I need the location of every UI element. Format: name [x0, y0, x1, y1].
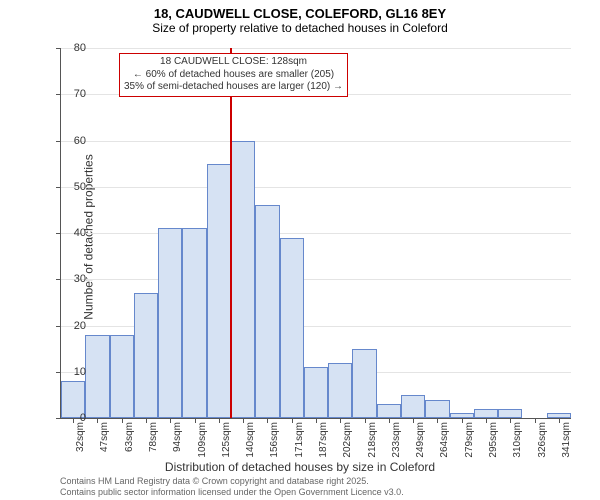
x-tick-label: 295sqm [488, 422, 499, 462]
histogram-bar [328, 363, 352, 419]
x-tick-mark [535, 418, 536, 423]
x-tick-mark [486, 418, 487, 423]
annotation-line: ← 60% of detached houses are smaller (20… [124, 69, 343, 82]
histogram-bar [134, 293, 158, 418]
y-tick-label: 10 [46, 366, 86, 378]
x-tick-mark [316, 418, 317, 423]
gridline [61, 279, 571, 280]
x-tick-mark [292, 418, 293, 423]
x-tick-mark [243, 418, 244, 423]
histogram-bar [377, 404, 401, 418]
y-tick-label: 40 [46, 227, 86, 239]
x-tick-mark [462, 418, 463, 423]
x-tick-label: 78sqm [148, 422, 159, 462]
chart-title: 18, CAUDWELL CLOSE, COLEFORD, GL16 8EY [0, 6, 600, 21]
gridline [61, 187, 571, 188]
x-tick-label: 109sqm [197, 422, 208, 462]
y-tick-label: 30 [46, 273, 86, 285]
annotation-line: 35% of semi-detached houses are larger (… [124, 81, 343, 94]
histogram-bar [280, 238, 304, 418]
gridline [61, 141, 571, 142]
gridline [61, 233, 571, 234]
footer-note: Contains HM Land Registry data © Crown c… [60, 476, 404, 498]
plot-area: 18 CAUDWELL CLOSE: 128sqm← 60% of detach… [60, 48, 571, 419]
histogram-bar [207, 164, 231, 418]
x-tick-label: 63sqm [124, 422, 135, 462]
x-tick-label: 310sqm [512, 422, 523, 462]
histogram-bar [425, 400, 449, 419]
histogram-bar [158, 228, 182, 418]
x-tick-label: 187sqm [318, 422, 329, 462]
reference-line [230, 48, 232, 418]
histogram-bar [85, 335, 109, 418]
histogram-bar [304, 367, 328, 418]
histogram-bar [474, 409, 498, 418]
histogram-bar [182, 228, 206, 418]
x-tick-label: 279sqm [464, 422, 475, 462]
x-tick-mark [365, 418, 366, 423]
x-tick-mark [146, 418, 147, 423]
x-tick-label: 249sqm [415, 422, 426, 462]
x-tick-mark [559, 418, 560, 423]
annotation-box: 18 CAUDWELL CLOSE: 128sqm← 60% of detach… [119, 53, 348, 97]
annotation-line: 18 CAUDWELL CLOSE: 128sqm [124, 56, 343, 69]
x-tick-label: 264sqm [439, 422, 450, 462]
x-tick-label: 140sqm [245, 422, 256, 462]
x-tick-label: 47sqm [99, 422, 110, 462]
x-tick-label: 171sqm [294, 422, 305, 462]
x-tick-label: 125sqm [221, 422, 232, 462]
gridline [61, 48, 571, 49]
y-tick-label: 70 [46, 88, 86, 100]
histogram-bar [255, 205, 279, 418]
x-tick-label: 156sqm [269, 422, 280, 462]
y-tick-label: 60 [46, 135, 86, 147]
x-tick-label: 233sqm [391, 422, 402, 462]
footer-line1: Contains HM Land Registry data © Crown c… [60, 476, 404, 487]
x-tick-label: 341sqm [561, 422, 572, 462]
x-tick-label: 32sqm [75, 422, 86, 462]
y-tick-label: 20 [46, 320, 86, 332]
x-tick-mark [219, 418, 220, 423]
title-block: 18, CAUDWELL CLOSE, COLEFORD, GL16 8EY S… [0, 0, 600, 35]
x-tick-label: 202sqm [342, 422, 353, 462]
y-tick-label: 80 [46, 42, 86, 54]
x-tick-mark [413, 418, 414, 423]
x-tick-mark [389, 418, 390, 423]
footer-line2: Contains public sector information licen… [60, 487, 404, 498]
histogram-bar [231, 141, 255, 419]
histogram-bar [498, 409, 522, 418]
x-tick-label: 326sqm [537, 422, 548, 462]
x-tick-mark [195, 418, 196, 423]
x-tick-label: 218sqm [367, 422, 378, 462]
x-tick-label: 94sqm [172, 422, 183, 462]
histogram-bar [110, 335, 134, 418]
x-tick-mark [122, 418, 123, 423]
chart-container: 18, CAUDWELL CLOSE, COLEFORD, GL16 8EY S… [0, 0, 600, 500]
histogram-bar [352, 349, 376, 418]
y-tick-label: 50 [46, 181, 86, 193]
chart-subtitle: Size of property relative to detached ho… [0, 21, 600, 35]
histogram-bar [401, 395, 425, 418]
x-axis-title: Distribution of detached houses by size … [0, 460, 600, 474]
